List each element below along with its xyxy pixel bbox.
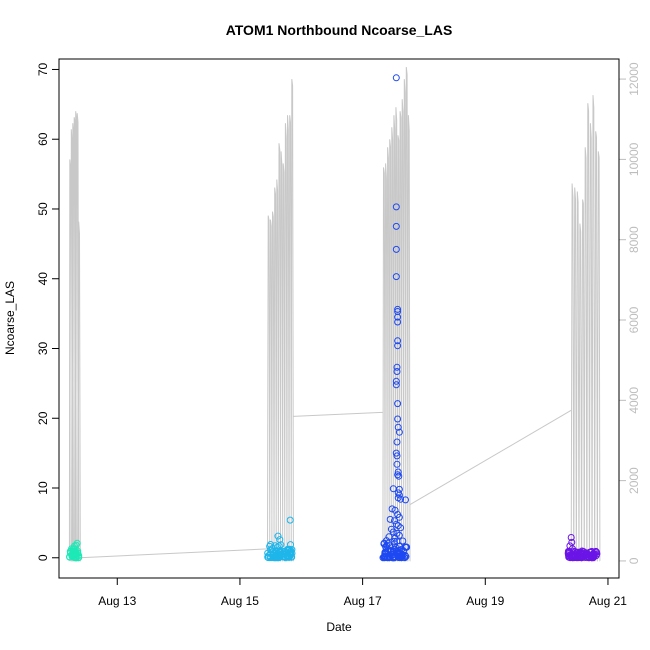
data-point [392,449,400,457]
line-burst-2 [267,79,294,562]
data-point [402,496,409,504]
x-tick-label: Aug 13 [98,594,136,608]
data-point [281,547,289,555]
data-point [72,541,80,549]
plot-frame [58,58,620,579]
data-point [397,495,405,503]
line-burst-1 [68,111,81,562]
y2-tick-label: 6000 [627,306,641,333]
data-point [72,554,80,562]
data-point [270,553,278,561]
x-tick-label: Aug 21 [589,594,627,608]
data-point [393,438,401,446]
data-point [394,468,402,476]
x-axis-label: Date [326,620,352,634]
line-burst-4 [570,95,601,562]
y-tick-label: 30 [36,342,50,356]
data-point [397,524,405,532]
data-point [273,543,281,551]
x-tick-label: Aug 15 [221,594,259,608]
y-tick-label: 70 [36,62,50,76]
y2-tick-label: 2000 [627,467,641,494]
data-point [389,528,397,536]
line-bridge-2 [293,411,383,417]
data-point [402,553,410,560]
data-point [393,452,401,460]
data-point [568,545,576,553]
data-point [394,415,402,423]
line-bridge-3 [409,409,572,506]
data-point [392,520,400,528]
y-tick-label: 10 [36,481,50,495]
data-point [393,363,401,371]
data-point [394,305,402,313]
data-point [276,536,284,544]
data-point [392,381,400,389]
data-point [75,554,83,562]
data-point [284,546,292,554]
data-point [392,222,400,230]
x-tick-label: Aug 19 [466,594,504,608]
line-series-layer [68,66,601,562]
data-point [74,550,82,557]
data-point [393,460,401,468]
data-point [394,318,402,326]
data-point [268,545,276,552]
data-point [381,552,389,560]
x-tick-label: Aug 17 [344,594,382,608]
axes-layer: 0 10 20 30 40 50 60 70 0 2000 4000 6000 8000 10000 120… [36,62,641,608]
y2-tick-label: 12000 [627,62,641,96]
data-point [390,550,398,558]
data-point [391,517,398,525]
data-point [395,513,403,521]
y2-tick-label: 0 [627,557,641,564]
data-point [389,485,397,493]
data-point [576,553,584,561]
data-point [401,543,409,551]
data-point [70,545,78,553]
data-point [380,540,388,548]
y-tick-label: 50 [36,202,50,216]
data-point [393,368,401,375]
data-point [394,423,402,431]
y-tick-label: 60 [36,132,50,146]
data-point [395,428,403,436]
data-point [394,313,402,321]
data-point [392,203,400,211]
data-point [567,534,575,541]
data-point [395,472,403,480]
data-point [392,74,400,82]
data-point [394,471,402,479]
data-point [399,537,407,545]
data-point [286,516,294,524]
data-point [392,245,400,253]
y-axis-label: Ncoarse_LAS [3,281,17,355]
data-point [394,342,402,350]
data-point [285,553,293,561]
data-point [391,534,399,542]
y-tick-label: 20 [36,411,50,425]
data-point [394,400,402,408]
line-bridge-1 [79,548,268,559]
y2-tick-label: 8000 [627,226,641,253]
y2-tick-label: 10000 [627,142,641,176]
y2-tick-label: 4000 [627,387,641,414]
data-point [394,549,402,557]
chart-title: ATOM1 Northbound Ncoarse_LAS [226,22,453,38]
data-point [267,553,275,561]
data-point [267,541,275,548]
data-point [274,532,282,540]
data-point [586,548,594,556]
data-point [392,273,400,281]
data-point [392,377,400,385]
points-layer [66,74,601,562]
y-tick-label: 0 [36,554,50,561]
data-point [394,337,402,345]
data-point [386,515,394,523]
y-tick-label: 40 [36,272,50,286]
data-point [269,554,277,561]
